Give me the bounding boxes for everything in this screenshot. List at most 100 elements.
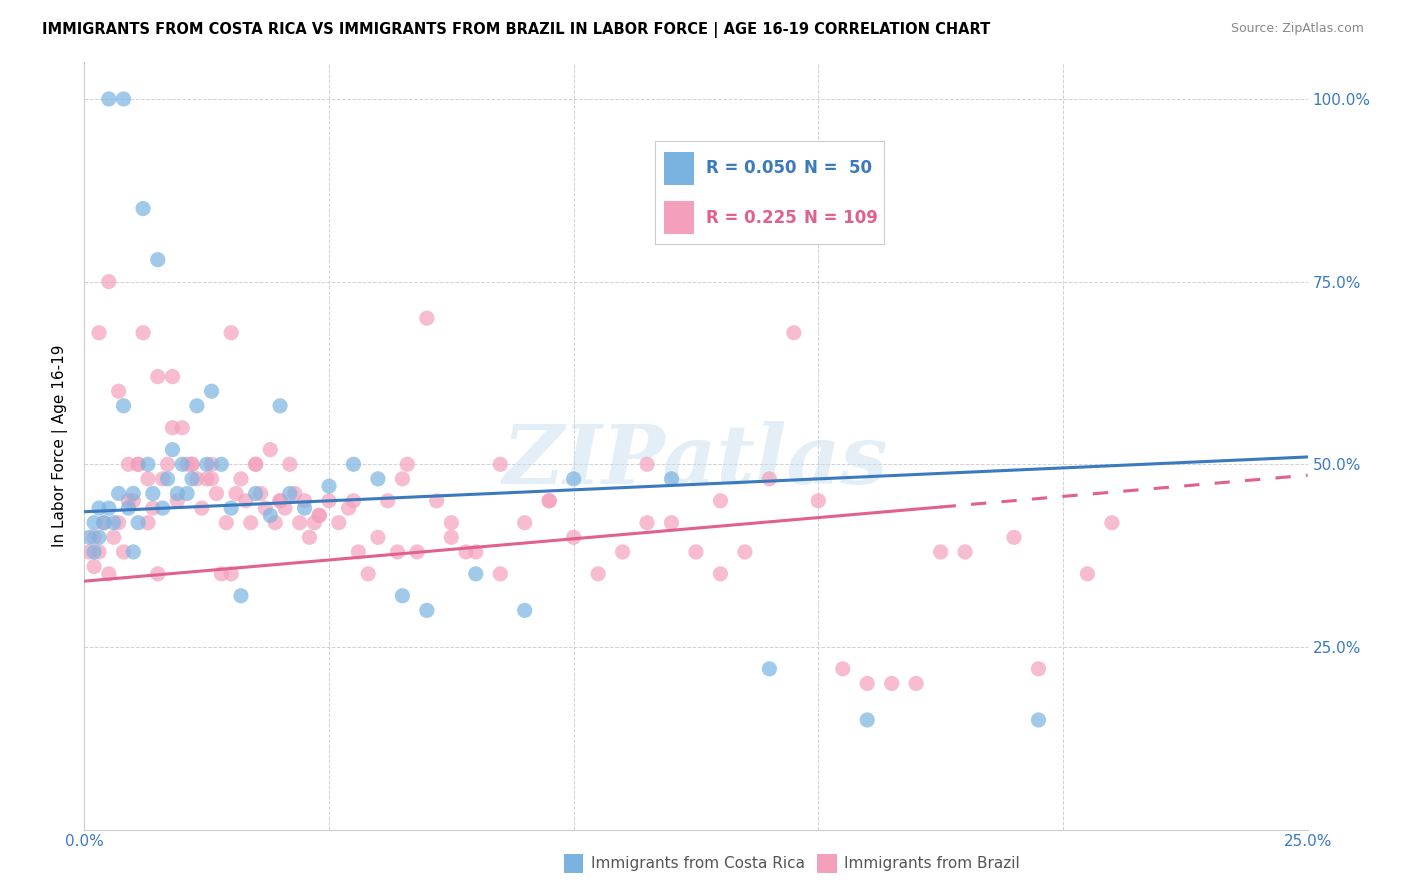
Point (103, 516, 125, 530)
Point (186, 472, 208, 486)
Point (176, 486, 198, 500)
Point (347, 545, 370, 559)
Point (117, 457, 139, 471)
Point (195, 472, 218, 486)
Text: IMMIGRANTS FROM COSTA RICA VS IMMIGRANTS FROM BRAZIL IN LABOR FORCE | AGE 16-19 : IMMIGRANTS FROM COSTA RICA VS IMMIGRANTS… (42, 22, 990, 38)
Point (209, 457, 232, 471)
Point (162, 421, 184, 435)
Point (294, 493, 316, 508)
Text: Immigrants from Costa Rica: Immigrants from Costa Rica (591, 856, 804, 871)
Point (709, 493, 731, 508)
Point (117, 501, 139, 516)
Point (406, 545, 429, 559)
Point (758, 472, 780, 486)
Point (294, 501, 316, 516)
Point (132, 202, 155, 216)
Point (83, 545, 105, 559)
Point (87, 530, 110, 544)
Point (259, 508, 281, 523)
Point (880, 676, 903, 690)
Point (136, 472, 159, 486)
Point (734, 545, 756, 559)
Point (377, 493, 399, 508)
Point (709, 566, 731, 581)
Point (264, 516, 287, 530)
Point (219, 326, 242, 340)
Point (127, 457, 149, 471)
Point (186, 399, 208, 413)
Text: R = 0.050: R = 0.050 (706, 159, 796, 178)
Point (254, 501, 277, 516)
Point (87, 326, 110, 340)
Point (318, 479, 340, 493)
Point (416, 311, 439, 326)
Point (166, 493, 188, 508)
Text: N =  50: N = 50 (804, 159, 872, 178)
Point (278, 486, 301, 500)
Point (87, 545, 110, 559)
Point (636, 516, 658, 530)
Point (953, 545, 976, 559)
Point (93, 516, 115, 530)
Point (97, 501, 120, 516)
Point (308, 508, 330, 523)
Point (235, 493, 257, 508)
Point (661, 516, 683, 530)
Point (454, 545, 477, 559)
Point (807, 493, 830, 508)
Point (156, 457, 179, 471)
Point (342, 457, 364, 471)
Point (146, 369, 169, 384)
Text: Source: ZipAtlas.com: Source: ZipAtlas.com (1230, 22, 1364, 36)
Point (142, 486, 165, 500)
Point (146, 252, 169, 267)
Point (342, 493, 364, 508)
Point (304, 516, 326, 530)
Point (538, 493, 561, 508)
Point (758, 662, 780, 676)
Point (269, 399, 291, 413)
Point (127, 457, 149, 471)
Point (562, 530, 585, 544)
Point (562, 472, 585, 486)
Point (308, 508, 330, 523)
Point (396, 457, 419, 471)
Text: N = 109: N = 109 (804, 209, 877, 227)
Point (162, 442, 184, 457)
Point (245, 457, 267, 471)
Point (391, 472, 413, 486)
Bar (665, 201, 695, 234)
Point (156, 472, 179, 486)
Point (117, 493, 139, 508)
Point (97, 92, 120, 106)
Y-axis label: In Labor Force | Age 16-19: In Labor Force | Age 16-19 (52, 344, 69, 548)
Point (586, 566, 609, 581)
Point (122, 493, 145, 508)
Point (538, 493, 561, 508)
Point (357, 566, 380, 581)
Point (215, 516, 238, 530)
Point (831, 662, 853, 676)
Point (440, 516, 463, 530)
Point (464, 566, 486, 581)
Point (142, 501, 165, 516)
Point (146, 566, 169, 581)
Point (783, 326, 806, 340)
Point (112, 92, 135, 106)
Point (97, 566, 120, 581)
Point (274, 501, 297, 516)
Point (685, 545, 707, 559)
Point (367, 530, 389, 544)
Point (83, 559, 105, 574)
Bar (665, 152, 695, 185)
Point (391, 589, 413, 603)
Text: R = 0.225: R = 0.225 (706, 209, 796, 227)
Point (172, 421, 194, 435)
Point (112, 545, 135, 559)
Point (172, 457, 194, 471)
Point (127, 516, 149, 530)
Point (200, 457, 222, 471)
Point (219, 566, 242, 581)
Point (152, 501, 174, 516)
Point (636, 457, 658, 471)
